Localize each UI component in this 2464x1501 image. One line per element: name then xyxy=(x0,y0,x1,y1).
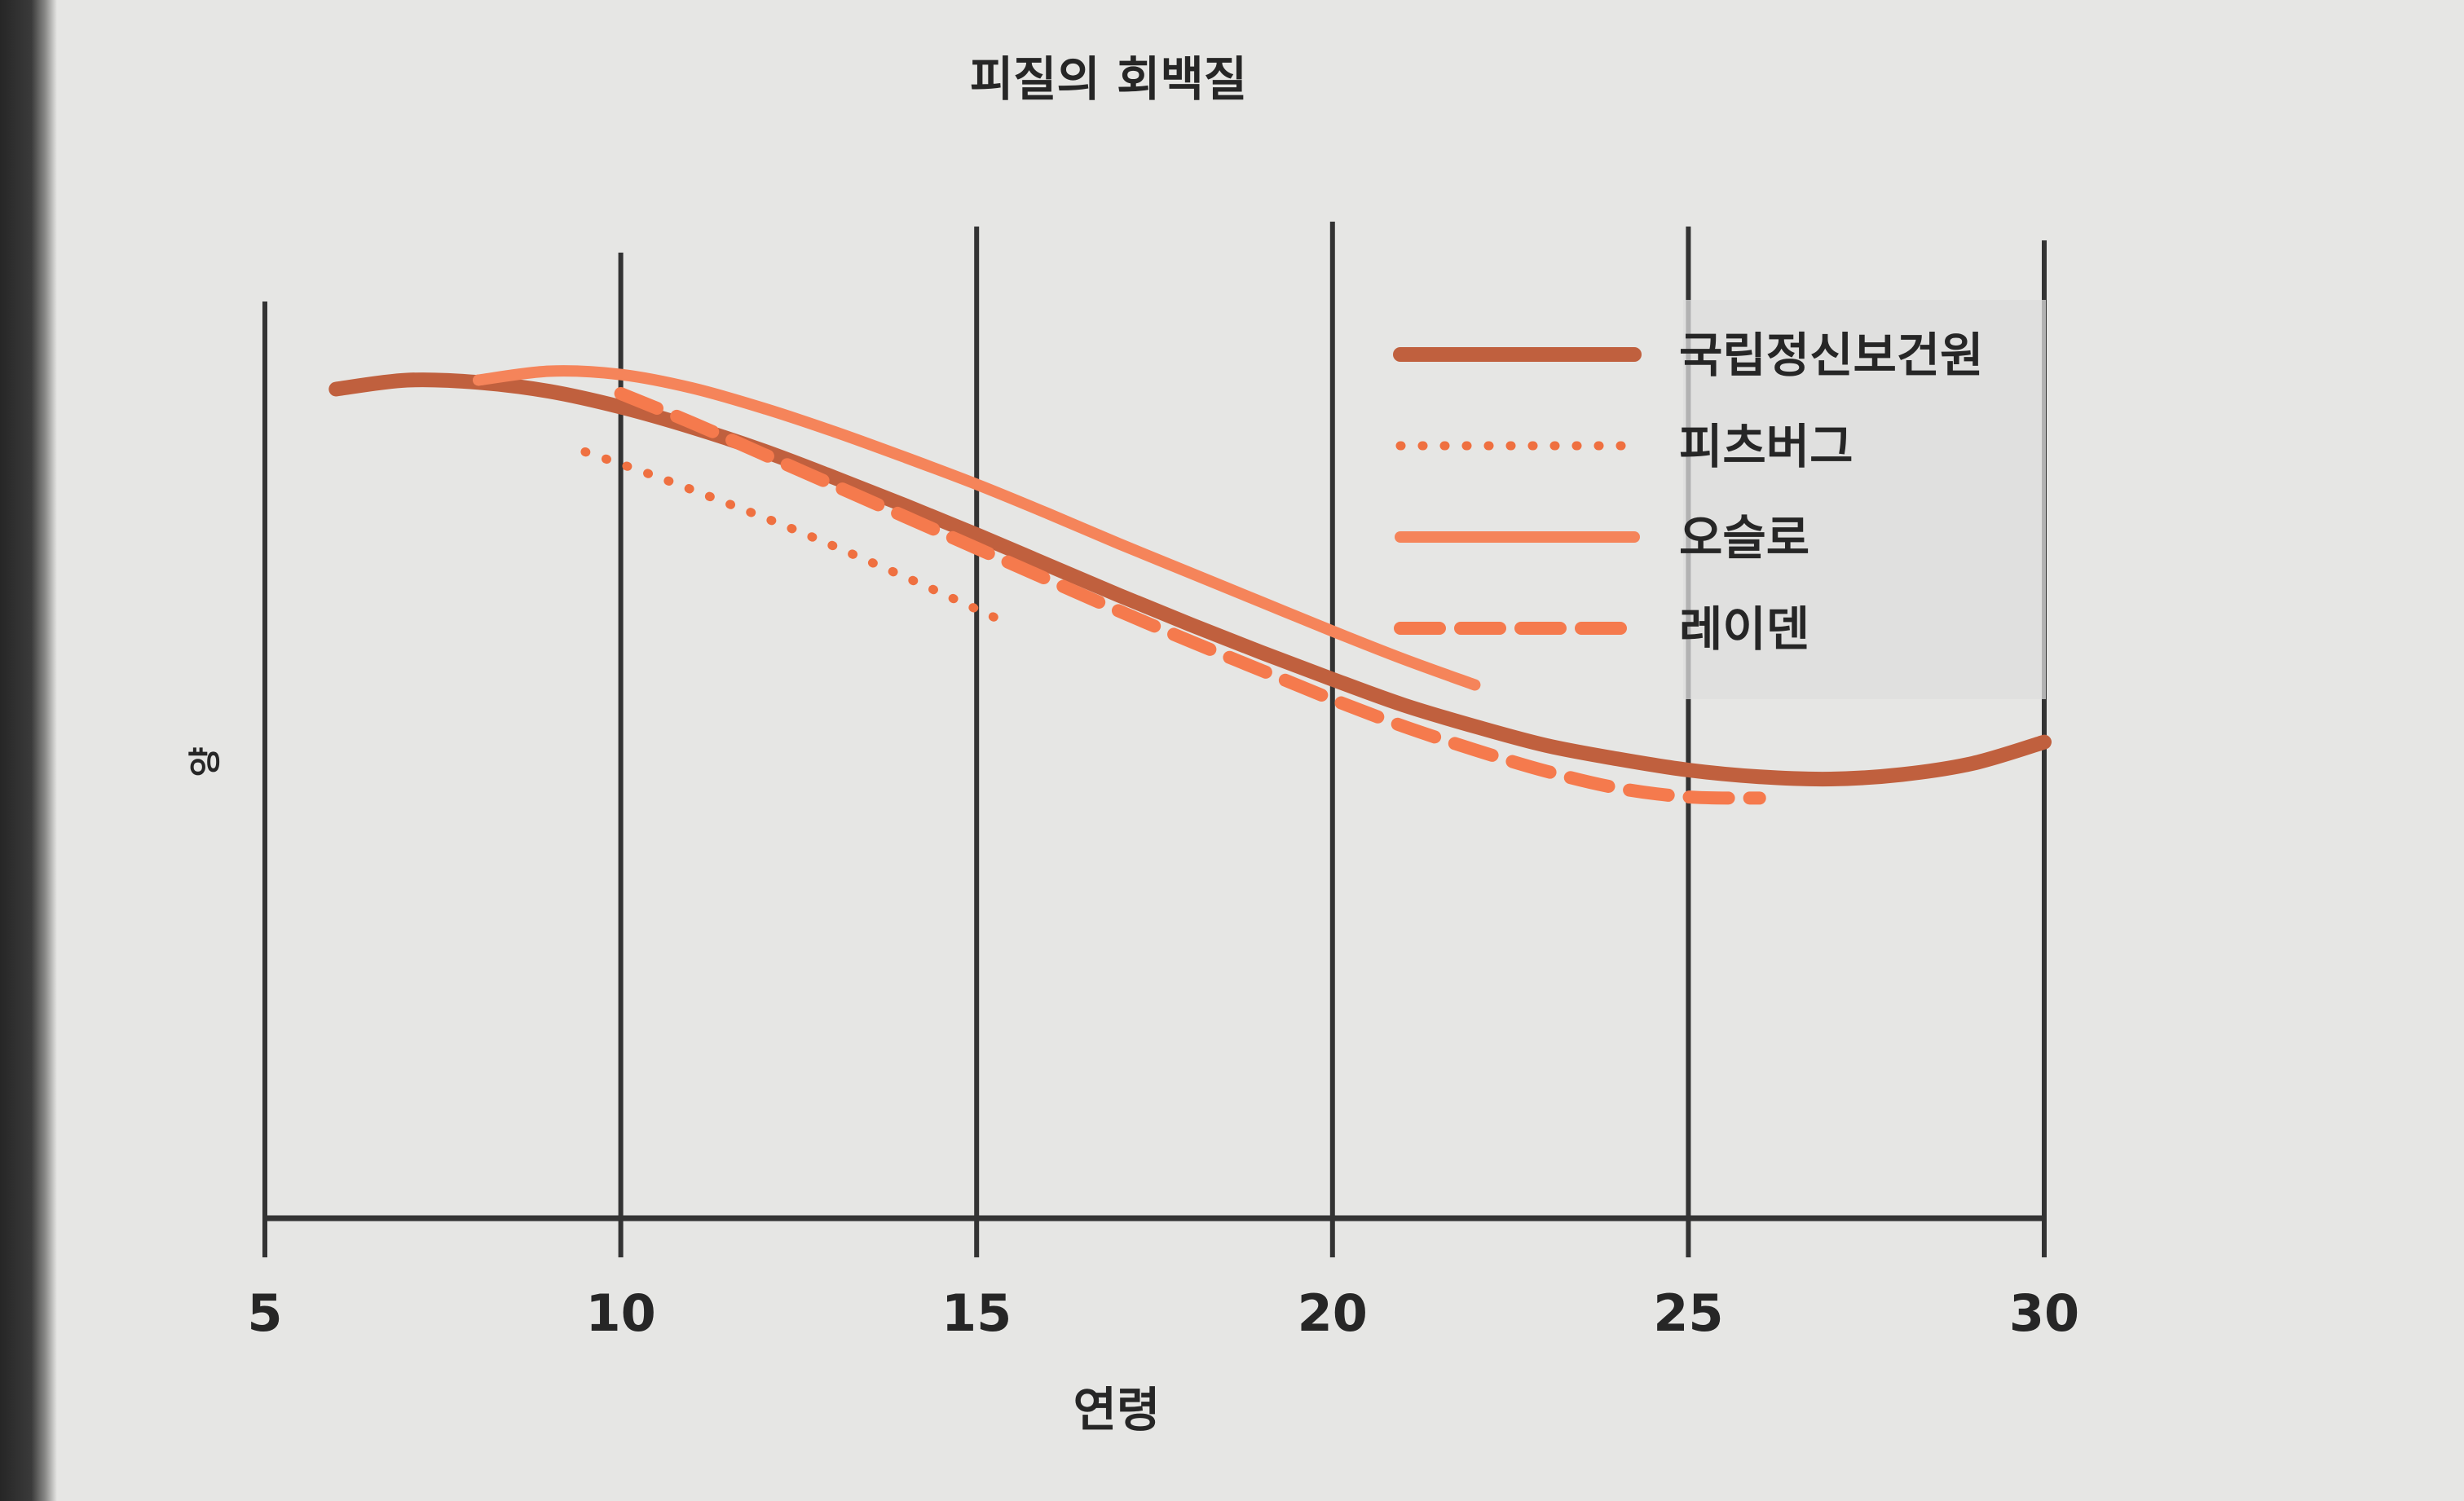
x-axis-label: 연령 xyxy=(1073,1382,1161,1437)
legend-label-2: 피츠버그 xyxy=(1679,419,1853,474)
page-edge-shadow xyxy=(0,0,57,1501)
series-line-1 xyxy=(328,372,2052,787)
x-tick-label-25: 25 xyxy=(1653,1283,1723,1343)
y-axis-label: 양 xyxy=(187,747,224,777)
series-lines xyxy=(328,365,2052,805)
series-line-3 xyxy=(472,365,1481,691)
series-line-4 xyxy=(614,387,1766,805)
x-tick-label-15: 15 xyxy=(941,1283,1012,1343)
legend-label-3: 오슬로 xyxy=(1679,510,1809,566)
chart-title: 피질의 회백질 xyxy=(970,51,1247,107)
x-tick-label-10: 10 xyxy=(585,1283,655,1343)
x-tick-label-5: 5 xyxy=(247,1283,282,1343)
legend-label-4: 레이덴 xyxy=(1679,601,1809,657)
x-tick-label-20: 20 xyxy=(1298,1283,1368,1343)
x-tick-labels: 5 10 15 20 25 30 xyxy=(247,1283,2079,1343)
x-tick-label-30: 30 xyxy=(2009,1283,2079,1343)
legend-label-1: 국립정신보건원 xyxy=(1679,328,1984,383)
legend-box xyxy=(1683,300,2046,699)
